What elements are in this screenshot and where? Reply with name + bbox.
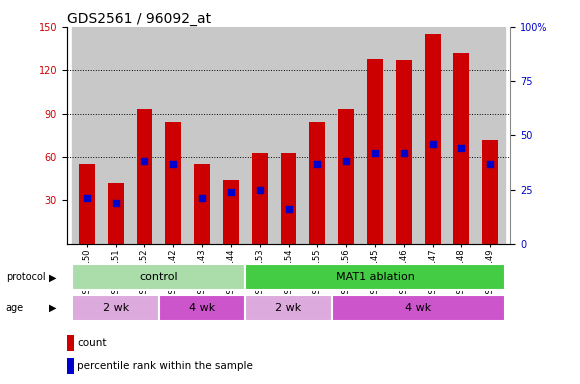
Bar bbox=[159, 295, 245, 321]
Text: age: age bbox=[6, 303, 24, 313]
Bar bbox=[310, 122, 325, 244]
Bar bbox=[367, 59, 383, 244]
Text: 4 wk: 4 wk bbox=[189, 303, 215, 313]
Bar bbox=[159, 27, 188, 244]
Text: 2 wk: 2 wk bbox=[103, 303, 129, 313]
Bar bbox=[483, 140, 498, 244]
Text: GDS2561 / 96092_at: GDS2561 / 96092_at bbox=[67, 12, 211, 26]
Bar bbox=[338, 109, 354, 244]
Text: control: control bbox=[140, 272, 178, 283]
Bar bbox=[281, 153, 296, 244]
Bar bbox=[332, 295, 505, 321]
Bar bbox=[165, 122, 181, 244]
Point bbox=[226, 189, 235, 195]
Point bbox=[342, 158, 351, 164]
Bar bbox=[223, 180, 239, 244]
Bar bbox=[252, 153, 267, 244]
Text: count: count bbox=[77, 338, 107, 348]
Bar bbox=[102, 27, 130, 244]
Bar bbox=[72, 295, 159, 321]
Bar bbox=[194, 164, 210, 244]
Point bbox=[255, 187, 264, 193]
Point bbox=[140, 158, 149, 164]
Bar bbox=[130, 27, 159, 244]
Point bbox=[313, 161, 322, 167]
Bar bbox=[72, 265, 245, 290]
Bar bbox=[361, 27, 389, 244]
Text: protocol: protocol bbox=[6, 272, 45, 283]
Point bbox=[197, 195, 206, 201]
Point bbox=[111, 200, 120, 206]
Text: 2 wk: 2 wk bbox=[276, 303, 302, 313]
Text: ▶: ▶ bbox=[49, 272, 57, 283]
Point bbox=[284, 206, 293, 212]
Bar bbox=[188, 27, 216, 244]
Bar bbox=[216, 27, 245, 244]
Point bbox=[399, 150, 408, 156]
Text: percentile rank within the sample: percentile rank within the sample bbox=[77, 361, 253, 371]
Bar bbox=[396, 60, 412, 244]
Bar bbox=[72, 27, 102, 244]
Bar bbox=[476, 27, 505, 244]
Point bbox=[169, 161, 178, 167]
Bar bbox=[389, 27, 418, 244]
Bar bbox=[79, 164, 95, 244]
Text: ▶: ▶ bbox=[49, 303, 57, 313]
Bar bbox=[108, 183, 124, 244]
Text: MAT1 ablation: MAT1 ablation bbox=[336, 272, 415, 283]
Bar bbox=[303, 27, 332, 244]
Point bbox=[82, 195, 92, 201]
Bar bbox=[136, 109, 153, 244]
Point bbox=[457, 145, 466, 151]
Bar bbox=[274, 27, 303, 244]
Bar bbox=[418, 27, 447, 244]
Bar bbox=[447, 27, 476, 244]
Bar bbox=[332, 27, 361, 244]
Bar bbox=[454, 53, 469, 244]
Bar bbox=[245, 295, 332, 321]
Bar bbox=[245, 27, 274, 244]
Point bbox=[428, 141, 437, 147]
Bar bbox=[425, 34, 441, 244]
Point bbox=[485, 161, 495, 167]
Point bbox=[371, 150, 380, 156]
Text: 4 wk: 4 wk bbox=[405, 303, 432, 313]
Bar bbox=[245, 265, 505, 290]
